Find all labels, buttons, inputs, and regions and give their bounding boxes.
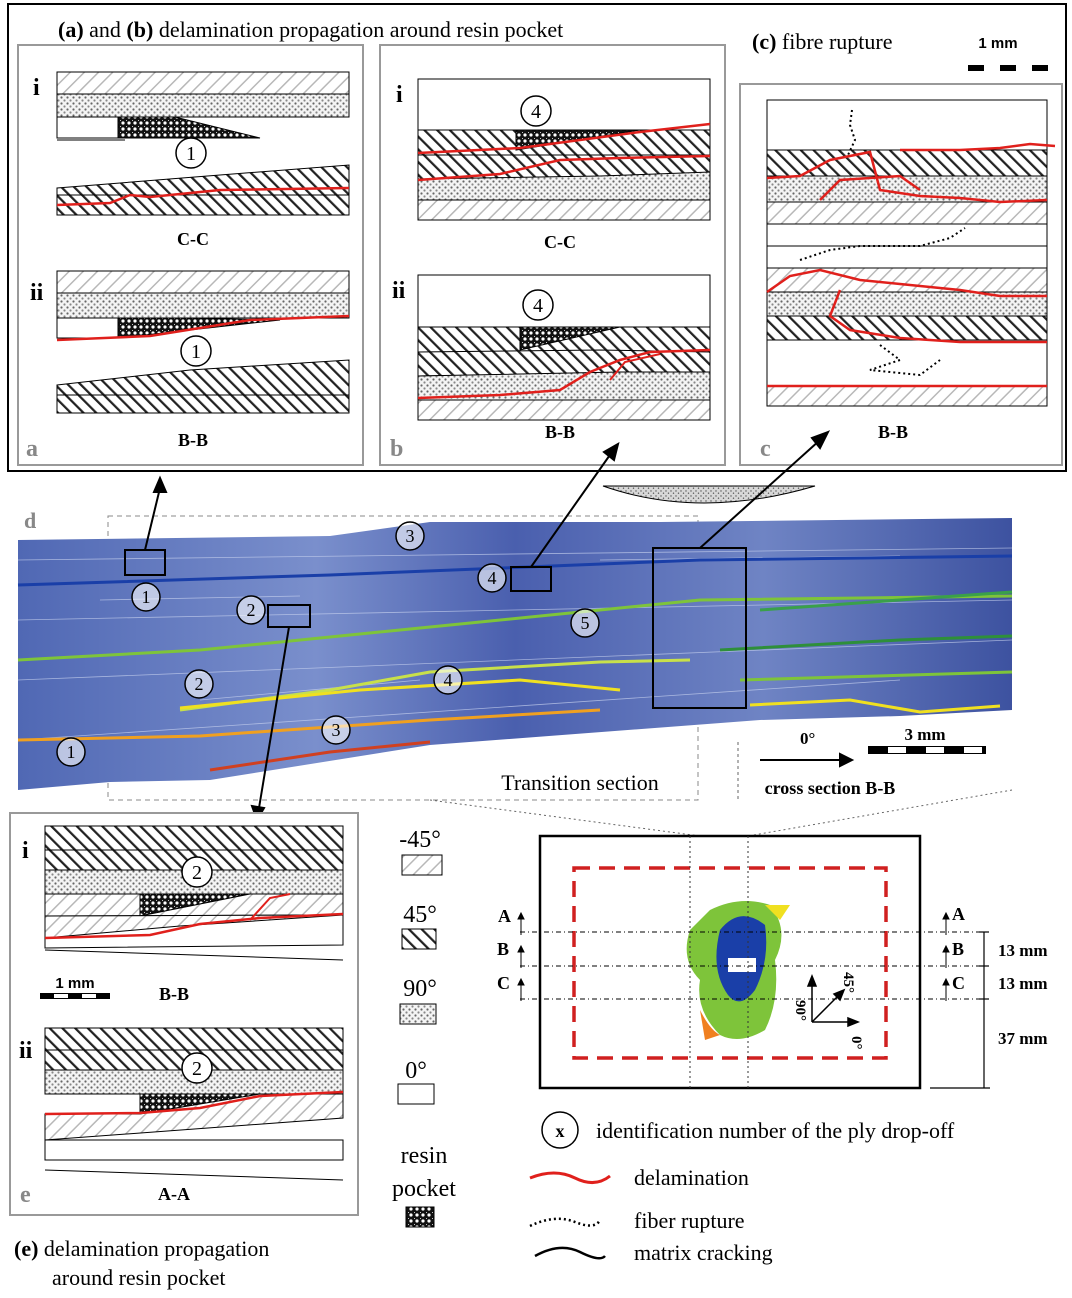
marker-3b: 3 <box>332 720 341 740</box>
panel-b-marker-1: 4 <box>531 101 541 123</box>
plate-label-A-left: A <box>498 906 511 926</box>
marker-3a: 3 <box>406 526 415 546</box>
legend-matrix-cracking-text: matrix cracking <box>634 1240 773 1265</box>
panel-b <box>379 44 726 466</box>
panel-e-caption-1: B-B <box>159 984 189 1004</box>
scale-e-label: 1 mm <box>55 975 94 992</box>
panel-a-marker-2: 1 <box>191 341 201 363</box>
panel-d-letter: d <box>24 508 36 533</box>
panel-b-letter: b <box>390 436 403 462</box>
legend-p90: 90° <box>403 976 437 1002</box>
panel-a-caption-1: C-C <box>177 229 209 249</box>
legend-matrix-cracking-swatch <box>534 1246 606 1260</box>
plate-label-B-right: B <box>952 939 964 959</box>
panel-e-caption-2: A-A <box>158 1184 190 1204</box>
panel-a <box>17 44 364 466</box>
legend-id-text: identification number of the ply drop-of… <box>596 1118 955 1143</box>
dim-37mm: 37 mm <box>998 1029 1048 1048</box>
legend-fiber-rupture-swatch <box>529 1217 602 1228</box>
top-frame <box>7 3 1067 472</box>
marker-1a: 1 <box>142 587 151 607</box>
ab-title: (a) and (b) delamination propagation aro… <box>58 17 563 42</box>
delam-c <box>766 142 1056 388</box>
panel-e-marker-1: 2 <box>192 862 202 884</box>
transition-section-label: Transition section <box>501 770 658 795</box>
micrograph-image <box>18 518 1012 790</box>
legend-resin-1: resin <box>401 1143 448 1169</box>
symbol-legend <box>529 1111 611 1260</box>
plate-label-C-right: C <box>952 973 965 993</box>
c-title: (c) fibre rupture <box>752 29 892 54</box>
plate-dimensions: 13 mm 13 mm 37 mm <box>998 941 1048 1048</box>
panel-d-markers: 1 1 2 2 3 3 4 4 5 <box>67 526 590 762</box>
impactor <box>602 485 816 504</box>
delam-b2 <box>417 348 711 400</box>
dim-13mm-1: 13 mm <box>998 941 1048 960</box>
delam-a1 <box>56 186 350 207</box>
scale-d-label: 3 mm <box>904 725 945 744</box>
panel-b-sub-ii: ii <box>392 278 406 304</box>
marker-2a: 2 <box>247 600 256 620</box>
panel-e-caption-line2: around resin pocket <box>52 1265 226 1290</box>
scale-bar-d <box>868 746 986 754</box>
panel-a-marker-1: 1 <box>186 143 196 165</box>
cross-section-label: cross section B-B <box>765 778 896 798</box>
scale-top-label: 1 mm <box>978 35 1017 52</box>
orientation-0-label: 0° <box>800 729 815 748</box>
marker-4b: 4 <box>444 670 453 690</box>
panel-a-sub-ii: ii <box>30 280 44 306</box>
panel-c-caption: B-B <box>878 422 908 442</box>
panel-b-caption-1: C-C <box>544 232 576 252</box>
dim-13mm-2: 13 mm <box>998 974 1048 993</box>
panel-b-sub-i: i <box>396 82 403 108</box>
legend-delamination-swatch <box>529 1171 611 1184</box>
plate-label-C-left: C <box>497 973 510 993</box>
panel-a-caption-2: B-B <box>178 430 208 450</box>
panel-a-letter: a <box>26 436 38 462</box>
legend-p0: 0° <box>405 1058 427 1084</box>
axis-45-label: 45° <box>840 972 856 993</box>
marker-4a: 4 <box>488 568 497 588</box>
panel-e <box>9 812 359 1216</box>
plate-label-A-right: A <box>952 904 965 924</box>
panel-e-sub-ii: ii <box>19 1038 33 1064</box>
delam-b1a <box>417 122 711 155</box>
marker-2b: 2 <box>195 674 204 694</box>
legend-resin-2: pocket <box>392 1176 456 1202</box>
panel-c-letter: c <box>760 436 771 462</box>
panel-e-marker-2: 2 <box>192 1058 202 1080</box>
damage-line-green <box>17 594 1013 662</box>
delam-e2 <box>44 1090 344 1116</box>
panel-b-marker-2: 4 <box>533 295 543 317</box>
ply-legend <box>397 854 443 1228</box>
scale-bar-top <box>968 65 1048 71</box>
scale-bar-e <box>40 993 110 999</box>
delam-e1 <box>44 912 344 940</box>
legend-p45: 45° <box>403 902 437 928</box>
panel-d <box>17 430 1013 823</box>
panel-e-caption: (e) delamination propagation <box>14 1236 269 1261</box>
plate-label-B-left: B <box>497 939 509 959</box>
legend-id-symbol: x <box>556 1121 565 1141</box>
marker-5: 5 <box>581 613 590 633</box>
panel-b-caption-2: B-B <box>545 422 575 442</box>
panel-e-sub-i: i <box>22 838 29 864</box>
panel-a-sub-i: i <box>33 75 40 101</box>
panel-c <box>739 83 1063 466</box>
legend-fiber-rupture-text: fiber rupture <box>634 1208 745 1233</box>
delam-a2 <box>56 314 350 342</box>
plate-labels: A B C A B C <box>497 904 965 993</box>
axis-0-label: 0° <box>848 1036 864 1050</box>
axis-90-label: 90° <box>792 1000 808 1021</box>
panel-e-letter: e <box>20 1182 31 1208</box>
marker-1b: 1 <box>67 742 76 762</box>
guide-lines <box>429 789 1013 837</box>
legend-delamination-text: delamination <box>634 1165 749 1190</box>
plate-cscan <box>517 834 990 1090</box>
legend-m45: -45° <box>399 827 441 853</box>
delam-b1b <box>417 154 711 182</box>
